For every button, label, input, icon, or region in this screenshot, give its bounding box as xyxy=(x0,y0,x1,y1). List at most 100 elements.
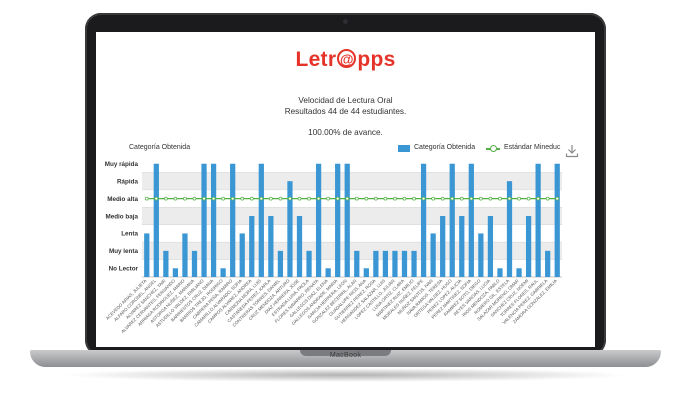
standard-marker[interactable] xyxy=(507,196,512,201)
standard-marker[interactable] xyxy=(183,196,187,201)
standard-marker[interactable] xyxy=(469,196,474,201)
standard-marker[interactable] xyxy=(354,196,359,201)
bar[interactable] xyxy=(478,233,484,277)
download-icon[interactable] xyxy=(565,144,579,158)
bar[interactable] xyxy=(420,163,427,277)
y-axis-caption: Categoría Obtenida xyxy=(129,144,191,151)
standard-marker[interactable] xyxy=(555,196,560,201)
standard-marker[interactable] xyxy=(173,196,178,201)
standard-marker[interactable] xyxy=(249,196,254,201)
bar[interactable] xyxy=(315,163,322,277)
bar[interactable] xyxy=(296,216,303,277)
standard-marker[interactable] xyxy=(335,196,340,201)
standard-marker[interactable] xyxy=(412,196,416,201)
grid-band xyxy=(142,172,562,190)
bar[interactable] xyxy=(335,163,341,277)
bar[interactable] xyxy=(249,216,255,277)
bar[interactable] xyxy=(525,216,532,277)
standard-marker[interactable] xyxy=(211,196,216,201)
bar[interactable] xyxy=(497,268,503,277)
bar[interactable] xyxy=(506,181,513,277)
bar[interactable] xyxy=(172,268,179,277)
bar[interactable] xyxy=(459,216,465,277)
bar[interactable] xyxy=(468,163,474,277)
y-tick-label: Lenta xyxy=(121,231,138,238)
bar[interactable] xyxy=(449,163,455,277)
standard-marker[interactable] xyxy=(269,196,273,201)
bar[interactable] xyxy=(182,233,188,277)
bar[interactable] xyxy=(516,268,522,277)
standard-marker[interactable] xyxy=(278,196,283,201)
logo-at-mark: @ xyxy=(337,49,357,68)
bar[interactable] xyxy=(440,216,446,277)
bar[interactable] xyxy=(201,163,207,277)
bar[interactable] xyxy=(487,216,494,277)
bar[interactable] xyxy=(354,250,360,277)
bar[interactable] xyxy=(144,233,150,277)
standard-marker[interactable] xyxy=(440,196,445,201)
bar[interactable] xyxy=(277,250,284,277)
report-title: Velocidad de Lectura Oral xyxy=(298,96,393,105)
bar[interactable] xyxy=(373,250,379,277)
bar[interactable] xyxy=(344,163,350,277)
bar[interactable] xyxy=(554,163,560,277)
bar[interactable] xyxy=(287,181,293,277)
standard-marker[interactable] xyxy=(536,196,540,201)
standard-marker[interactable] xyxy=(545,196,550,201)
laptop-shadow xyxy=(60,368,631,382)
standard-marker[interactable] xyxy=(526,196,531,201)
y-tick-label: Medio alta xyxy=(107,196,138,203)
bar[interactable] xyxy=(382,250,389,277)
standard-marker[interactable] xyxy=(374,196,378,201)
bar[interactable] xyxy=(210,163,217,277)
standard-marker[interactable] xyxy=(402,196,407,201)
bar[interactable] xyxy=(306,250,312,277)
standard-marker[interactable] xyxy=(240,196,245,201)
bar[interactable] xyxy=(258,163,264,277)
bar[interactable] xyxy=(153,163,159,277)
bar[interactable] xyxy=(239,233,245,277)
standard-marker[interactable] xyxy=(297,196,302,201)
bar[interactable] xyxy=(363,268,369,277)
bar[interactable] xyxy=(535,163,541,277)
standard-marker[interactable] xyxy=(288,196,292,201)
standard-marker[interactable] xyxy=(164,196,168,201)
bar[interactable] xyxy=(220,268,226,277)
standard-marker[interactable] xyxy=(221,196,225,201)
bar[interactable] xyxy=(401,250,408,277)
standard-marker[interactable] xyxy=(326,196,330,201)
standard-marker[interactable] xyxy=(345,196,350,201)
legend-label-line[interactable]: Estándar Mineduc xyxy=(504,144,561,151)
standard-marker[interactable] xyxy=(230,196,235,201)
bar[interactable] xyxy=(268,216,274,277)
bar[interactable] xyxy=(545,250,551,277)
bar[interactable] xyxy=(191,250,198,277)
standard-marker[interactable] xyxy=(154,196,159,201)
standard-marker[interactable] xyxy=(192,196,197,201)
standard-marker[interactable] xyxy=(479,196,483,201)
standard-marker[interactable] xyxy=(202,196,206,201)
standard-marker[interactable] xyxy=(364,196,369,201)
standard-marker[interactable] xyxy=(498,196,502,201)
standard-marker[interactable] xyxy=(421,196,426,201)
standard-marker[interactable] xyxy=(144,196,149,201)
standard-marker[interactable] xyxy=(259,196,264,201)
progress-text: 100.00% de avance. xyxy=(96,128,595,137)
laptop-lid: Letr @ pps Velocidad de Lectura Oral Resul… xyxy=(85,13,606,356)
legend-label-bars[interactable]: Categoría Obtenida xyxy=(414,144,476,151)
standard-marker[interactable] xyxy=(307,196,311,201)
standard-marker[interactable] xyxy=(450,196,455,201)
standard-marker[interactable] xyxy=(517,196,521,201)
bar[interactable] xyxy=(325,268,331,277)
standard-marker[interactable] xyxy=(393,196,397,201)
standard-marker[interactable] xyxy=(383,196,388,201)
bar[interactable] xyxy=(163,250,169,277)
bar[interactable] xyxy=(392,250,398,277)
standard-marker[interactable] xyxy=(459,196,464,201)
bar[interactable] xyxy=(411,250,417,277)
bar[interactable] xyxy=(430,233,436,277)
standard-marker[interactable] xyxy=(488,196,493,201)
standard-marker[interactable] xyxy=(431,196,435,201)
bar[interactable] xyxy=(230,163,236,277)
standard-marker[interactable] xyxy=(316,196,321,201)
